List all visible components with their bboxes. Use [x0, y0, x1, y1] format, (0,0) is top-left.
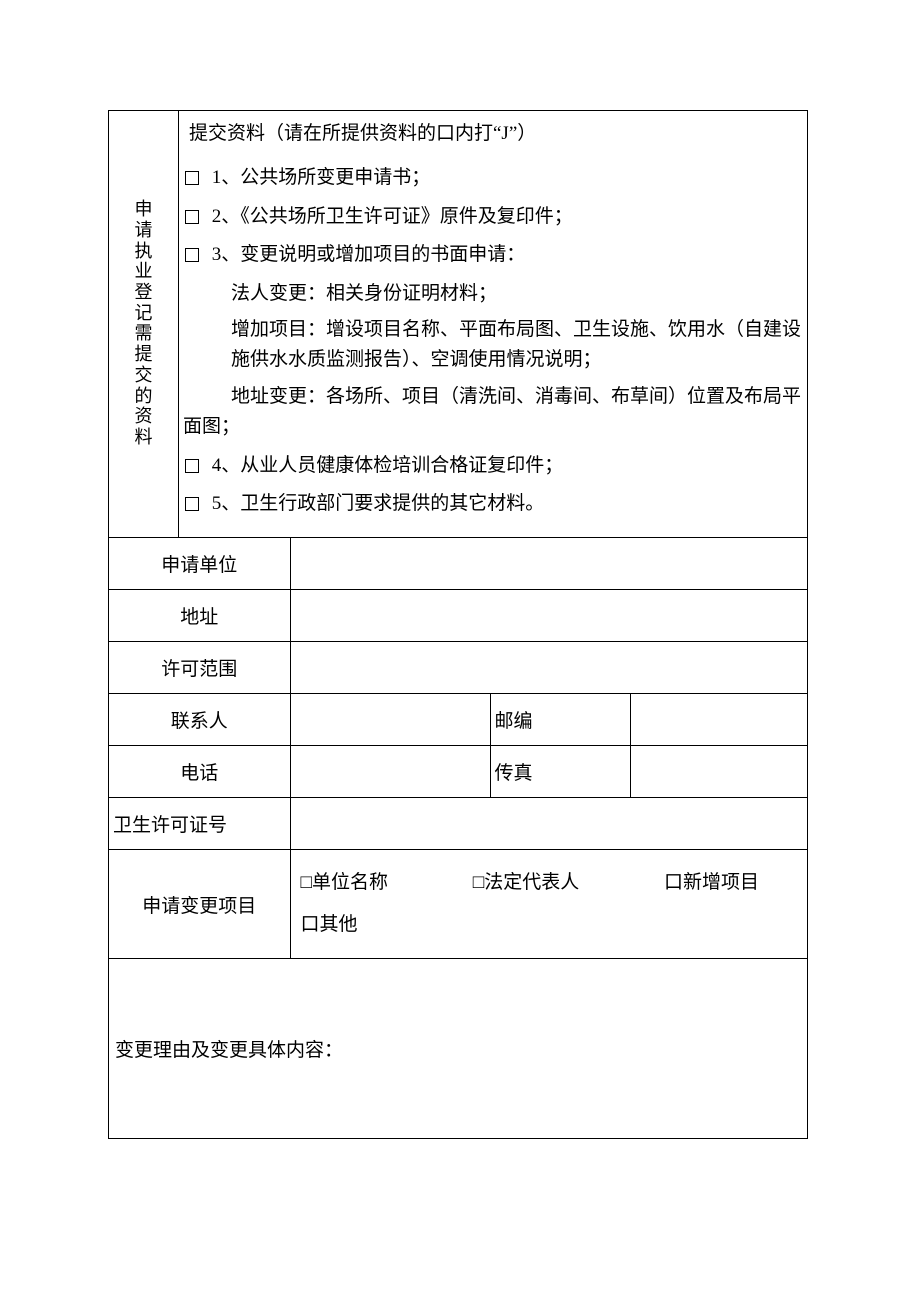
materials-item-4-row: 4、从业人员健康体检培训合格证复印件； — [183, 451, 803, 481]
materials-item-3c: 地址变更：各场所、项目（清洗间、消毒间、布草间）位置及布局平面图； — [183, 386, 801, 437]
materials-side-label: 申请执业登记需提交的资料 — [135, 199, 153, 447]
label-license-no: 卫生许可证号 — [109, 798, 291, 850]
materials-item-1-row: 1、公共场所变更申请书； — [183, 163, 803, 193]
change-option-legal-rep[interactable]: □法定代表人 — [473, 862, 579, 904]
materials-list-cell: 提交资料（请在所提供资料的口内打“J”） 1、公共场所变更申请书； 2、《公共场… — [179, 111, 808, 538]
materials-item-4: 4、从业人员健康体检培训合格证复印件； — [212, 455, 564, 476]
label-reason: 变更理由及变更具体内容： — [115, 1040, 343, 1061]
form-table: 申请执业登记需提交的资料 提交资料（请在所提供资料的口内打“J”） 1、公共场所… — [108, 110, 808, 1139]
materials-item-3b: 增加项目：增设项目名称、平面布局图、卫生设施、饮用水（自建设施供水水质监测报告）… — [231, 319, 801, 370]
materials-item-5: 5、卫生行政部门要求提供的其它材料。 — [212, 493, 545, 514]
label-contact: 联系人 — [109, 694, 291, 746]
label-address: 地址 — [109, 590, 291, 642]
label-fax: 传真 — [490, 746, 630, 798]
materials-item-3: 3、变更说明或增加项目的书面申请： — [212, 244, 526, 265]
change-option-unit-name[interactable]: □单位名称 — [301, 862, 388, 904]
label-change-items: 申请变更项目 — [109, 850, 291, 959]
document-page: 申请执业登记需提交的资料 提交资料（请在所提供资料的口内打“J”） 1、公共场所… — [0, 0, 920, 1139]
materials-item-3a: 法人变更：相关身份证明材料； — [183, 279, 803, 309]
label-postcode: 邮编 — [490, 694, 630, 746]
value-scope[interactable] — [290, 642, 807, 694]
value-applicant[interactable] — [290, 538, 807, 590]
label-applicant: 申请单位 — [109, 538, 291, 590]
materials-item-3-row: 3、变更说明或增加项目的书面申请： — [183, 240, 803, 270]
checkbox-item-4[interactable] — [185, 459, 199, 473]
value-address[interactable] — [290, 590, 807, 642]
value-license-no[interactable] — [290, 798, 807, 850]
checkbox-item-2[interactable] — [185, 210, 199, 224]
change-option-new-project[interactable]: 口新增项目 — [664, 862, 759, 904]
reason-cell[interactable]: 变更理由及变更具体内容： — [109, 958, 808, 1138]
materials-intro: 提交资料（请在所提供资料的口内打“J”） — [189, 119, 803, 149]
materials-item-1: 1、公共场所变更申请书； — [212, 167, 431, 188]
value-contact[interactable] — [290, 694, 490, 746]
materials-side-label-cell: 申请执业登记需提交的资料 — [109, 111, 179, 538]
value-postcode[interactable] — [630, 694, 807, 746]
materials-item-2-row: 2、《公共场所卫生许可证》原件及复印件； — [183, 202, 803, 232]
change-option-other[interactable]: 口其他 — [301, 904, 358, 946]
value-fax[interactable] — [630, 746, 807, 798]
label-phone: 电话 — [109, 746, 291, 798]
checkbox-item-1[interactable] — [185, 171, 199, 185]
checkbox-item-3[interactable] — [185, 248, 199, 262]
materials-item-5-row: 5、卫生行政部门要求提供的其它材料。 — [183, 489, 803, 519]
value-phone[interactable] — [290, 746, 490, 798]
checkbox-item-5[interactable] — [185, 497, 199, 511]
label-scope: 许可范围 — [109, 642, 291, 694]
materials-item-2: 2、《公共场所卫生许可证》原件及复印件； — [212, 206, 573, 227]
change-items-cell: □单位名称 □法定代表人 口新增项目 口其他 — [290, 850, 807, 959]
